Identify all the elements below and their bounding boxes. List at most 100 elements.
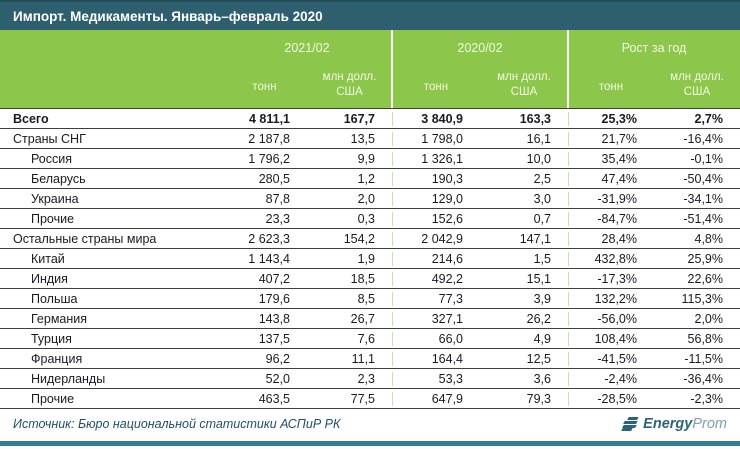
table-row: Польша 179,6 8,5 77,3 3,9 132,2% 115,3%: [0, 289, 740, 309]
value-cell: -28,5%: [568, 391, 654, 406]
col-group-2020-02: 2020/02: [457, 41, 503, 55]
value-cell: 2,0%: [694, 311, 724, 326]
value-cell: 132,2%: [568, 291, 654, 306]
value-cell: 179,6: [258, 291, 290, 306]
value-cell: 492,2: [392, 271, 480, 286]
value-cell: 1,9: [357, 251, 375, 266]
value-cell: 25,9%: [687, 251, 723, 266]
sub-header-mln-growth: млн долл. США: [670, 71, 724, 98]
table-row: Страны СНГ 2 187,8 13,5 1 798,0 16,1 21,7% -16…: [0, 129, 740, 149]
row-label: Россия: [31, 151, 72, 166]
value-cell: 280,5: [258, 171, 290, 186]
value-cell: 154,2: [343, 231, 375, 246]
value-cell: 1,5: [533, 251, 551, 266]
source-note: Источник: Бюро национальной статистики А…: [13, 417, 341, 431]
value-cell: 13,5: [350, 131, 375, 146]
row-label: Остальные страны мира: [13, 231, 157, 246]
header-separator: [391, 30, 393, 108]
table-header: 2021/02 2020/02 Рост за год тонн млн дол…: [0, 30, 740, 108]
table-row: Турция 137,5 7,6 66,0 4,9 108,4% 56,8%: [0, 329, 740, 349]
sub-header-tons-2021: тонн: [252, 81, 277, 93]
value-cell: 77,5: [350, 391, 375, 406]
value-cell: 1 326,1: [392, 151, 480, 166]
energyprom-logo: EnergyProm: [621, 416, 727, 432]
row-label: Беларусь: [31, 171, 86, 186]
value-cell: 2,3: [357, 371, 375, 386]
table-row: Украина 87,8 2,0 129,0 3,0 -31,9% -34,1%: [0, 189, 740, 209]
value-cell: 87,8: [265, 191, 290, 206]
value-cell: 2 623,3: [248, 231, 290, 246]
table-row: Нидерланды 52,0 2,3 53,3 3,6 -2,4% -36,4%: [0, 369, 740, 389]
value-cell: 2 042,9: [392, 231, 480, 246]
table-row: Китай 1 143,4 1,9 214,6 1,5 432,8% 25,9%: [0, 249, 740, 269]
row-label: Всего: [13, 111, 49, 126]
value-cell: 0,3: [357, 211, 375, 226]
value-cell: 23,3: [265, 211, 290, 226]
value-cell: 647,9: [392, 391, 480, 406]
row-label: Индия: [31, 271, 68, 286]
value-cell: 1 796,2: [248, 151, 290, 166]
value-cell: 115,3%: [681, 291, 723, 306]
value-cell: 129,0: [392, 191, 480, 206]
value-cell: 1,2: [357, 171, 375, 186]
value-cell: 7,6: [357, 331, 375, 346]
value-cell: -16,4%: [683, 131, 723, 146]
value-cell: 79,3: [526, 391, 551, 406]
table-body: Всего 4 811,1 167,7 3 840,9 163,3 25,3% 2,7% Ст…: [0, 108, 740, 409]
value-cell: 1 143,4: [248, 251, 290, 266]
value-cell: 12,5: [526, 351, 551, 366]
value-cell: 77,3: [392, 291, 480, 306]
sub-header-row: тонн млн долл. США тонн млн долл. США то…: [0, 60, 740, 108]
value-cell: -0,1%: [690, 151, 723, 166]
value-cell: 143,8: [258, 311, 290, 326]
value-cell: 47,4%: [568, 171, 654, 186]
row-label: Китай: [31, 251, 65, 266]
value-cell: 3 840,9: [392, 111, 480, 126]
sub-header-empty: [0, 60, 222, 108]
row-label: Нидерланды: [31, 371, 106, 386]
energyprom-logo-text: EnergyProm: [643, 416, 727, 432]
table-row: Франция 96,2 11,1 164,4 12,5 -41,5% -11,5%: [0, 349, 740, 369]
sub-header-tons-growth: тонн: [598, 81, 624, 93]
table-row: Прочие 463,5 77,5 647,9 79,3 -28,5% -2,3%: [0, 389, 740, 409]
row-label: Прочие: [31, 391, 75, 406]
table-row: Россия 1 796,2 9,9 1 326,1 10,0 35,4% -0,1%: [0, 149, 740, 169]
value-cell: 2,5: [533, 171, 551, 186]
value-cell: -41,5%: [568, 351, 654, 366]
row-label: Украина: [31, 191, 79, 206]
value-cell: 66,0: [392, 331, 480, 346]
value-cell: -56,0%: [568, 311, 654, 326]
table-row: Германия 143,8 26,7 327,1 26,2 -56,0% 2,0%: [0, 309, 740, 329]
value-cell: 190,3: [392, 171, 480, 186]
table-row: Беларусь 280,5 1,2 190,3 2,5 47,4% -50,4%: [0, 169, 740, 189]
value-cell: 22,6%: [687, 271, 723, 286]
row-label: Германия: [31, 311, 88, 326]
value-cell: 3,6: [533, 371, 551, 386]
value-cell: -17,3%: [568, 271, 654, 286]
value-cell: 53,3: [392, 371, 480, 386]
value-cell: 163,3: [519, 111, 551, 126]
page-title: Импорт. Медикаменты. Январь–февраль 2020: [13, 8, 323, 24]
column-group-row: 2021/02 2020/02 Рост за год: [0, 30, 740, 60]
table-row: Прочие 23,3 0,3 152,6 0,7 -84,7% -51,4%: [0, 209, 740, 229]
value-cell: 15,1: [526, 271, 551, 286]
value-cell: 4 811,1: [248, 111, 290, 126]
row-label: Страны СНГ: [13, 131, 86, 146]
value-cell: 147,1: [519, 231, 551, 246]
col-group-growth: Рост за год: [621, 41, 687, 55]
sub-header-mln-2020: млн долл. США: [497, 71, 551, 98]
value-cell: 137,5: [258, 331, 290, 346]
value-cell: 35,4%: [568, 151, 654, 166]
value-cell: -31,9%: [568, 191, 654, 206]
value-cell: -50,4%: [683, 171, 723, 186]
value-cell: 164,4: [392, 351, 480, 366]
row-label: Турция: [31, 331, 72, 346]
value-cell: 0,7: [533, 211, 551, 226]
value-cell: 26,7: [350, 311, 375, 326]
value-cell: 96,2: [265, 351, 290, 366]
value-cell: 25,3%: [568, 111, 654, 126]
value-cell: -84,7%: [568, 211, 654, 226]
value-cell: 407,2: [258, 271, 290, 286]
row-label-column-header: [0, 30, 222, 60]
